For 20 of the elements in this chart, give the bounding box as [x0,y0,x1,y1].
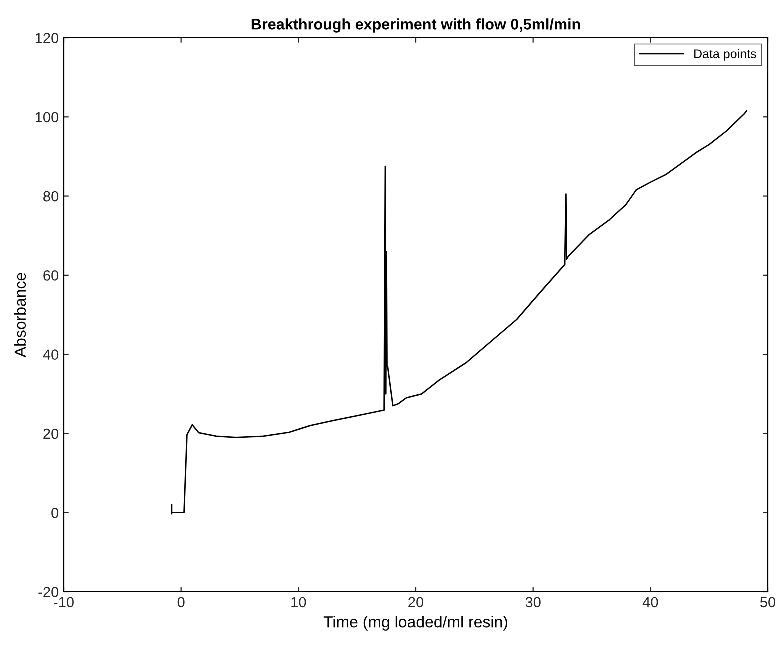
y-tick-label: 60 [44,270,59,281]
line-series [171,110,748,515]
y-tick-label: 80 [44,191,59,202]
x-tick-label: 50 [760,597,776,608]
y-tick-label: 40 [43,350,59,360]
x-axis-title: Time (mg loaded/ml resin) [324,616,508,631]
x-tick-label: 20 [408,597,424,608]
x-tick-label: 0 [178,597,185,608]
y-tick-label: -20 [38,587,59,598]
y-tick-label: 0 [52,508,59,518]
chart-title: Breakthrough experiment with flow 0,5ml/min [252,18,580,33]
x-tick-label: 40 [642,597,658,608]
x-tick-label: 10 [292,597,306,608]
y-tick-label: 120 [36,33,59,44]
y-tick-label: 20 [44,428,59,440]
x-tick-label: -10 [54,597,74,608]
legend-label: Data points [694,49,756,61]
y-tick-label: 100 [36,112,59,123]
x-tick-label: 30 [526,597,541,608]
y-axis-title: Absorbance [14,273,26,358]
